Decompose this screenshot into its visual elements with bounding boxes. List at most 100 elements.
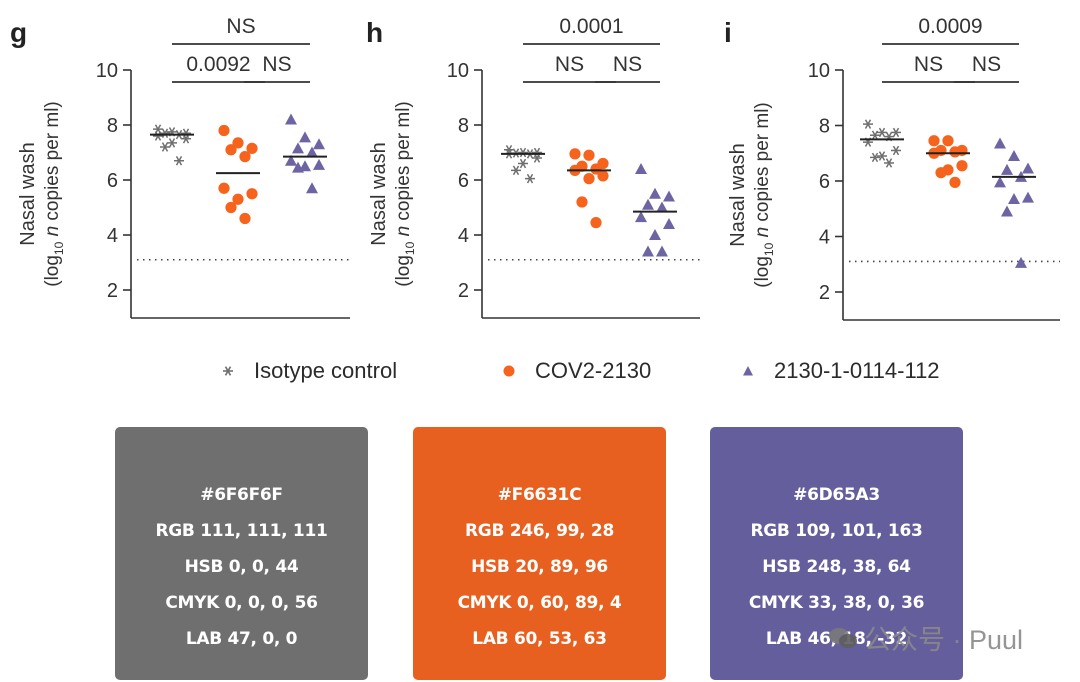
y-tick-label: 8 [458,115,469,137]
data-point-triangle [635,211,647,223]
data-point-circle [232,193,244,205]
significance-label: NS [555,53,584,76]
significance-label: 0.0001 [559,15,623,38]
data-point-asterisk [863,119,873,129]
swatch-lab: LAB 47, 0, 0 [185,629,298,649]
y-tick-label: 10 [96,60,118,82]
y-tick-label: 6 [107,170,118,192]
data-point-circle [956,160,968,172]
color-swatch-gray: #6F6F6F RGB 111, 111, 111 HSB 0, 0, 44 C… [115,427,368,680]
legend-item-2130-1-0114-112: 2130-1-0114-112 [736,358,940,384]
data-point-circle [225,201,237,214]
swatch-rgb: RGB 246, 99, 28 [465,521,614,541]
data-point-triangle [306,146,318,158]
y-tick-label: 6 [819,171,830,193]
significance-label: NS [914,53,943,76]
y-tick-label: 10 [808,60,830,82]
data-point-asterisk [160,128,170,138]
y-tick-label: 10 [447,60,469,82]
data-point-circle [239,212,251,225]
swatch-cmyk: CMYK 0, 0, 0, 56 [165,593,318,613]
data-point-triangle [1015,256,1027,268]
data-point-circle [232,137,244,149]
data-point-triangle [656,201,668,213]
data-point-circle [949,176,961,188]
data-point-asterisk [181,134,191,144]
swatch-rgb: RGB 109, 101, 163 [750,521,923,541]
data-point-triangle [663,218,675,229]
legend-label: COV2-2130 [535,358,652,383]
watermark-text: 公众号 · Puul [864,625,1024,655]
legend-item-cov2-2130: COV2-2130 [497,358,651,384]
data-point-triangle [994,176,1006,188]
significance-label: NS [262,53,291,76]
y-axis-title: Nasal wash [368,142,390,245]
data-point-triangle [635,163,647,174]
data-point-circle [218,124,230,137]
data-point-triangle [292,142,304,154]
data-point-circle [576,196,588,208]
data-point-asterisk [511,165,521,176]
y-axis-title: Nasal wash [727,143,749,246]
data-point-triangle [642,245,654,257]
data-point-circle [590,163,602,175]
data-point-triangle [299,131,311,143]
data-point-circle [949,146,961,158]
asterisk-icon [216,358,240,384]
data-point-asterisk [518,158,528,169]
swatch-hsb: HSB 248, 38, 64 [762,557,911,577]
data-point-triangle [1008,193,1020,205]
y-tick-label: 4 [819,227,830,249]
data-point-triangle [285,154,297,166]
data-point-asterisk [870,130,880,140]
data-point-triangle [1001,163,1013,175]
data-point-circle [942,135,954,147]
data-point-triangle [292,161,304,173]
data-point-triangle [1001,205,1013,217]
data-point-circle [239,151,251,163]
data-point-asterisk [181,128,191,138]
data-point-asterisk [870,152,880,163]
data-point-circle [246,188,258,200]
data-point-triangle [313,138,325,150]
data-point-circle [569,148,581,160]
data-point-asterisk [891,127,901,138]
swatch-hex: #6D65A3 [793,485,880,505]
y-axis-subtitle: (log10 n copies per ml) [752,102,776,288]
data-point-circle [935,167,947,179]
swatch-hsb: HSB 0, 0, 44 [184,557,299,577]
y-axis-subtitle: (log10 n copies per ml) [42,101,66,287]
panel-letter: i [724,17,732,48]
data-point-triangle [663,190,675,202]
data-point-circle [928,135,940,147]
data-point-triangle [299,160,311,172]
data-point-circle [246,142,258,154]
swatch-hex: #6F6F6F [200,485,283,505]
legend-label: Isotype control [254,358,398,383]
data-point-asterisk [160,142,170,152]
data-point-circle [597,170,609,182]
y-tick-label: 8 [819,116,830,138]
y-tick-label: 2 [819,282,830,304]
data-point-triangle [649,229,661,240]
panel-i: i 2 4 6 8 10 Nasal wash(log10 n copies per ml)… [724,15,1060,321]
data-point-circle [583,149,595,161]
data-point-asterisk [153,131,163,141]
legend-item-isotype: Isotype control [216,358,397,384]
y-tick-label: 4 [107,225,118,247]
legend: Isotype control COV2-2130 2130-1-0114-11… [0,358,1080,392]
y-tick-label: 2 [458,280,469,302]
data-point-circle [225,144,237,156]
y-tick-label: 6 [458,170,469,192]
significance-label: 0.0092 [186,53,250,76]
data-point-asterisk [532,147,542,158]
significance-label: NS [613,53,642,76]
data-point-asterisk [877,127,887,138]
data-point-triangle [656,245,668,257]
data-point-triangle [642,198,654,210]
data-point-asterisk [884,158,894,168]
data-point-circle [218,182,230,194]
data-point-triangle [1008,150,1020,162]
watermark: 公众号 · Puul [828,618,1023,657]
